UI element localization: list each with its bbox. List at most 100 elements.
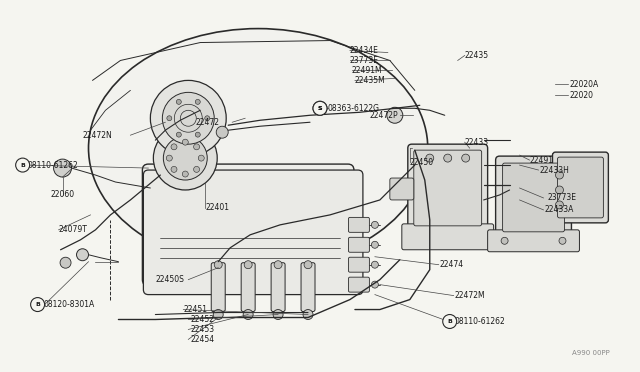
Text: 08110-61262: 08110-61262 — [454, 317, 506, 326]
Circle shape — [304, 261, 312, 269]
FancyBboxPatch shape — [142, 164, 354, 286]
Circle shape — [303, 310, 313, 320]
Text: 22491M: 22491M — [352, 66, 383, 75]
Text: 24079T: 24079T — [59, 225, 88, 234]
Text: S: S — [317, 106, 323, 111]
Text: 22491: 22491 — [529, 155, 554, 164]
FancyBboxPatch shape — [552, 152, 609, 223]
Circle shape — [461, 154, 470, 162]
FancyBboxPatch shape — [502, 163, 564, 232]
Circle shape — [15, 158, 29, 172]
Text: 22435M: 22435M — [355, 76, 386, 85]
FancyBboxPatch shape — [557, 157, 604, 218]
FancyBboxPatch shape — [414, 150, 482, 226]
Text: 22450: 22450 — [410, 158, 434, 167]
Circle shape — [559, 237, 566, 244]
Text: 08363-6122G: 08363-6122G — [328, 104, 380, 113]
Circle shape — [371, 221, 378, 228]
Text: 08110-61262: 08110-61262 — [28, 161, 78, 170]
Text: 22472N: 22472N — [83, 131, 112, 140]
FancyBboxPatch shape — [488, 230, 579, 252]
Circle shape — [273, 310, 283, 320]
FancyBboxPatch shape — [390, 178, 414, 200]
FancyBboxPatch shape — [348, 217, 369, 232]
Text: 22472M: 22472M — [454, 291, 485, 300]
Circle shape — [154, 126, 217, 190]
Circle shape — [77, 249, 88, 261]
FancyBboxPatch shape — [301, 263, 315, 311]
Circle shape — [171, 144, 177, 150]
FancyBboxPatch shape — [348, 277, 369, 292]
Text: 22433: 22433 — [465, 138, 489, 147]
Text: 22454: 22454 — [190, 335, 214, 344]
FancyBboxPatch shape — [348, 237, 369, 252]
Circle shape — [54, 159, 72, 177]
Circle shape — [313, 101, 327, 115]
Circle shape — [313, 101, 327, 115]
Text: 23773E: 23773E — [547, 193, 577, 202]
Ellipse shape — [88, 29, 428, 268]
Text: 22435: 22435 — [465, 51, 489, 60]
Circle shape — [556, 171, 563, 179]
Text: 08120-8301A: 08120-8301A — [44, 300, 95, 309]
Circle shape — [371, 261, 378, 268]
Circle shape — [198, 155, 204, 161]
FancyBboxPatch shape — [495, 156, 572, 239]
Text: B: B — [20, 163, 25, 167]
Text: 22401: 22401 — [205, 203, 229, 212]
Text: 23773E: 23773E — [350, 56, 379, 65]
Text: 22020A: 22020A — [570, 80, 598, 89]
Circle shape — [163, 136, 207, 180]
Circle shape — [60, 257, 71, 268]
Circle shape — [182, 139, 188, 145]
Circle shape — [213, 310, 223, 320]
Circle shape — [176, 99, 181, 105]
Text: 22472: 22472 — [195, 118, 220, 127]
Text: 22472P: 22472P — [370, 111, 399, 120]
Circle shape — [193, 166, 200, 172]
FancyBboxPatch shape — [241, 263, 255, 311]
Text: 22450S: 22450S — [156, 275, 184, 284]
Circle shape — [501, 237, 508, 244]
Text: 22433H: 22433H — [540, 166, 570, 174]
Circle shape — [167, 116, 172, 121]
Circle shape — [176, 132, 181, 137]
Text: 22020: 22020 — [570, 91, 593, 100]
Circle shape — [444, 154, 452, 162]
Circle shape — [274, 261, 282, 269]
Circle shape — [171, 166, 177, 172]
Circle shape — [195, 132, 200, 137]
Text: 22452: 22452 — [190, 315, 214, 324]
Circle shape — [426, 154, 434, 162]
Circle shape — [205, 116, 210, 121]
Circle shape — [371, 241, 378, 248]
Circle shape — [182, 171, 188, 177]
FancyBboxPatch shape — [211, 263, 225, 311]
Circle shape — [387, 107, 403, 123]
FancyBboxPatch shape — [143, 170, 363, 295]
Circle shape — [443, 314, 457, 328]
Circle shape — [556, 186, 563, 194]
Text: 22434E: 22434E — [350, 46, 379, 55]
Circle shape — [150, 80, 226, 156]
FancyBboxPatch shape — [408, 144, 488, 232]
Circle shape — [193, 144, 200, 150]
Circle shape — [214, 261, 222, 269]
Text: A990 00PP: A990 00PP — [572, 350, 609, 356]
Text: 22474: 22474 — [440, 260, 464, 269]
Text: 22433A: 22433A — [545, 205, 574, 214]
Text: 22060: 22060 — [51, 190, 75, 199]
FancyBboxPatch shape — [402, 224, 493, 250]
Circle shape — [216, 126, 228, 138]
FancyBboxPatch shape — [271, 263, 285, 311]
Circle shape — [163, 92, 214, 144]
Circle shape — [31, 298, 45, 311]
Circle shape — [243, 310, 253, 320]
Circle shape — [371, 281, 378, 288]
Circle shape — [166, 155, 172, 161]
Circle shape — [244, 261, 252, 269]
Text: 22451: 22451 — [183, 305, 207, 314]
Text: 22453: 22453 — [190, 325, 214, 334]
Text: S: S — [317, 106, 323, 111]
FancyBboxPatch shape — [348, 257, 369, 272]
